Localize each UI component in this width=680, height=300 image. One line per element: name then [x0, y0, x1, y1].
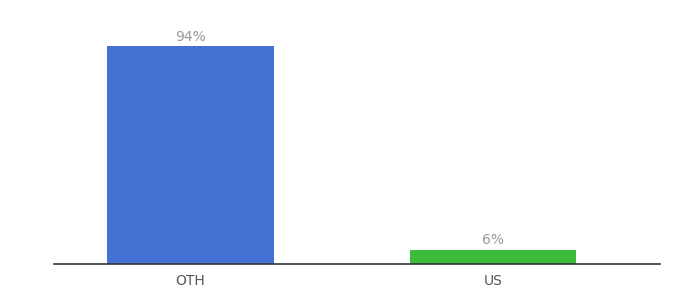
Bar	[107, 46, 274, 264]
Text: 94%: 94%	[175, 30, 206, 44]
Text: 6%: 6%	[482, 233, 504, 247]
Bar	[410, 250, 577, 264]
